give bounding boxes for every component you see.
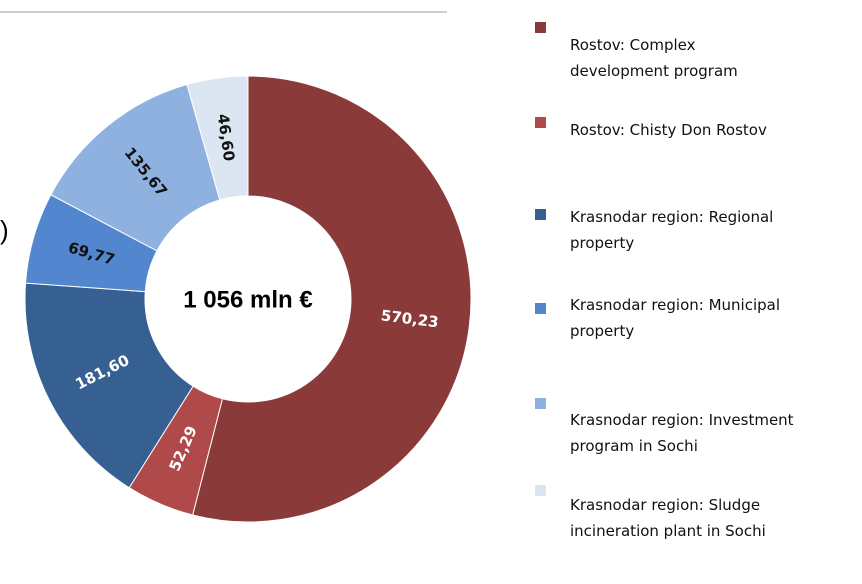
donut-segment: [192, 75, 472, 523]
legend-swatch: [535, 22, 546, 33]
legend-swatch: [535, 303, 546, 314]
legend-swatch: [535, 398, 546, 409]
center-label: 1 056 mln €: [183, 286, 312, 313]
donut-segment: [24, 282, 194, 489]
legend-label: Krasnodar region: Regional property: [570, 208, 774, 252]
legend-swatch: [535, 485, 546, 496]
legend-label: Krasnodar region: Municipal property: [570, 296, 781, 340]
legend-label: Rostov: Chisty Don Rostov: [570, 121, 767, 139]
donut-segment: [50, 83, 221, 252]
legend-swatch: [535, 117, 546, 128]
donut-segment: [186, 75, 249, 201]
legend-swatch: [535, 209, 546, 220]
legend-label: Rostov: Complex development program: [570, 36, 738, 80]
cut-text: ): [0, 215, 9, 245]
legend-label: Krasnodar region: Investment program in …: [570, 411, 794, 455]
legend-label: Krasnodar region: Sludge incineration pl…: [570, 496, 766, 540]
